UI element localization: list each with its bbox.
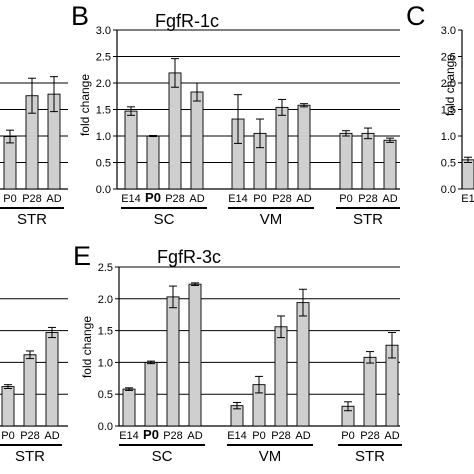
panel-letter-e: E: [73, 241, 91, 271]
y-tick-label: 3.0: [441, 25, 456, 37]
x-tick-label: E1: [461, 193, 474, 205]
y-tick-label: 1.5: [96, 105, 111, 117]
panel-letter-b: B: [71, 1, 89, 31]
group-label: VM: [259, 448, 282, 465]
x-tick-label: P0: [3, 193, 16, 205]
y-tick-label: 1.0: [441, 131, 456, 143]
x-tick-label: P28: [271, 430, 291, 442]
y-tick-label: 3.0: [96, 25, 111, 37]
group-label: STR: [355, 448, 385, 465]
x-tick-label: P0: [341, 430, 354, 442]
bar: [122, 388, 136, 427]
y-tick-label: 2.0: [441, 78, 456, 90]
y-tick-label: 1.0: [96, 131, 111, 143]
y-tick-label: 0.0: [441, 184, 456, 196]
bar: [45, 332, 59, 427]
bar: [275, 106, 289, 190]
bar: [461, 159, 474, 190]
y-tick-label: 0.5: [441, 158, 456, 170]
y-tick-label: 1.0: [98, 357, 113, 369]
x-tick-label: P28: [358, 193, 378, 205]
x-tick-label: P0: [145, 190, 161, 205]
y-tick-label: 0.5: [98, 389, 113, 401]
panel-letter-c: C: [406, 1, 426, 31]
x-tick-label: P28: [163, 430, 183, 442]
bar: [274, 326, 288, 427]
x-tick-label: P0: [143, 427, 159, 442]
chart-title: FgfR-1c: [155, 11, 219, 31]
x-tick-label: AD: [384, 430, 399, 442]
x-tick-label: P28: [360, 430, 380, 442]
y-axis-label: fold change: [80, 316, 94, 378]
group-label: STR: [17, 211, 47, 228]
x-tick-label: P0: [253, 193, 266, 205]
y-tick-label: 2.0: [98, 294, 113, 306]
y-tick-label: 0.5: [96, 158, 111, 170]
x-tick-label: P28: [272, 193, 292, 205]
x-tick-label: P0: [339, 193, 352, 205]
x-tick-label: AD: [187, 430, 202, 442]
x-tick-label: E14: [121, 193, 141, 205]
y-tick-label: 1.5: [441, 105, 456, 117]
x-tick-label: P0: [1, 430, 14, 442]
x-tick-label: AD: [296, 193, 311, 205]
x-tick-label: P28: [22, 193, 42, 205]
x-tick-label: E14: [227, 430, 247, 442]
y-axis-label: fold change: [78, 74, 92, 136]
y-tick-label: 0.0: [96, 184, 111, 196]
panel-a-chart-cropped: P0 P28 AD STR: [0, 76, 68, 228]
x-tick-label: E14: [119, 430, 139, 442]
y-tick-label: 1.5: [98, 326, 113, 338]
x-tick-label: AD: [46, 193, 61, 205]
bar: [146, 135, 160, 190]
y-axis-label: fold change: [443, 54, 457, 116]
x-tick-label: P0: [252, 430, 265, 442]
x-tick-label: AD: [382, 193, 397, 205]
bar: [166, 296, 180, 427]
x-tick-label: P28: [165, 193, 185, 205]
panel-d-chart-cropped: P0 P28 AD STR: [0, 298, 68, 465]
y-tick-label: 2.0: [96, 78, 111, 90]
bar: [168, 72, 182, 190]
bar: [188, 283, 202, 427]
y-tick-label: 2.5: [441, 52, 456, 64]
bar: [361, 132, 375, 190]
chart-title: FgfR-3c: [157, 247, 221, 267]
group-label: SC: [154, 211, 175, 228]
panel-b-chart: B FgfR-1c fold change 0.0 0.5 1.0 1.5 2.0 2.5…: [71, 1, 400, 228]
bar: [383, 139, 397, 190]
bar: [3, 136, 17, 190]
x-tick-label: AD: [189, 193, 204, 205]
y-tick-label: 2.5: [96, 52, 111, 64]
panel-c-chart-cropped: C fold change E1 0.0 0.5 1.0 1.5 2.0 2.5 3.0: [406, 1, 474, 205]
panel-e-chart: E FgfR-3c fold change 0.0 0.5 1.0 1.5 2.0 2.5…: [73, 241, 402, 465]
x-tick-label: AD: [295, 430, 310, 442]
y-tick-label: 0.0: [98, 421, 113, 433]
x-tick-label: P28: [20, 430, 40, 442]
bar: [23, 354, 37, 427]
group-label: VM: [260, 211, 283, 228]
bar: [190, 91, 204, 190]
bar: [296, 302, 310, 427]
bar: [363, 356, 377, 427]
x-tick-label: E14: [228, 193, 248, 205]
bar: [297, 104, 311, 190]
bar: [1, 386, 15, 427]
group-label: STR: [15, 448, 45, 465]
group-label: SC: [152, 448, 173, 465]
y-tick-label: 2.5: [98, 262, 113, 274]
bar: [124, 110, 138, 190]
bar: [144, 361, 158, 427]
group-label: STR: [353, 211, 383, 228]
bar: [339, 132, 353, 190]
x-tick-label: AD: [44, 430, 59, 442]
